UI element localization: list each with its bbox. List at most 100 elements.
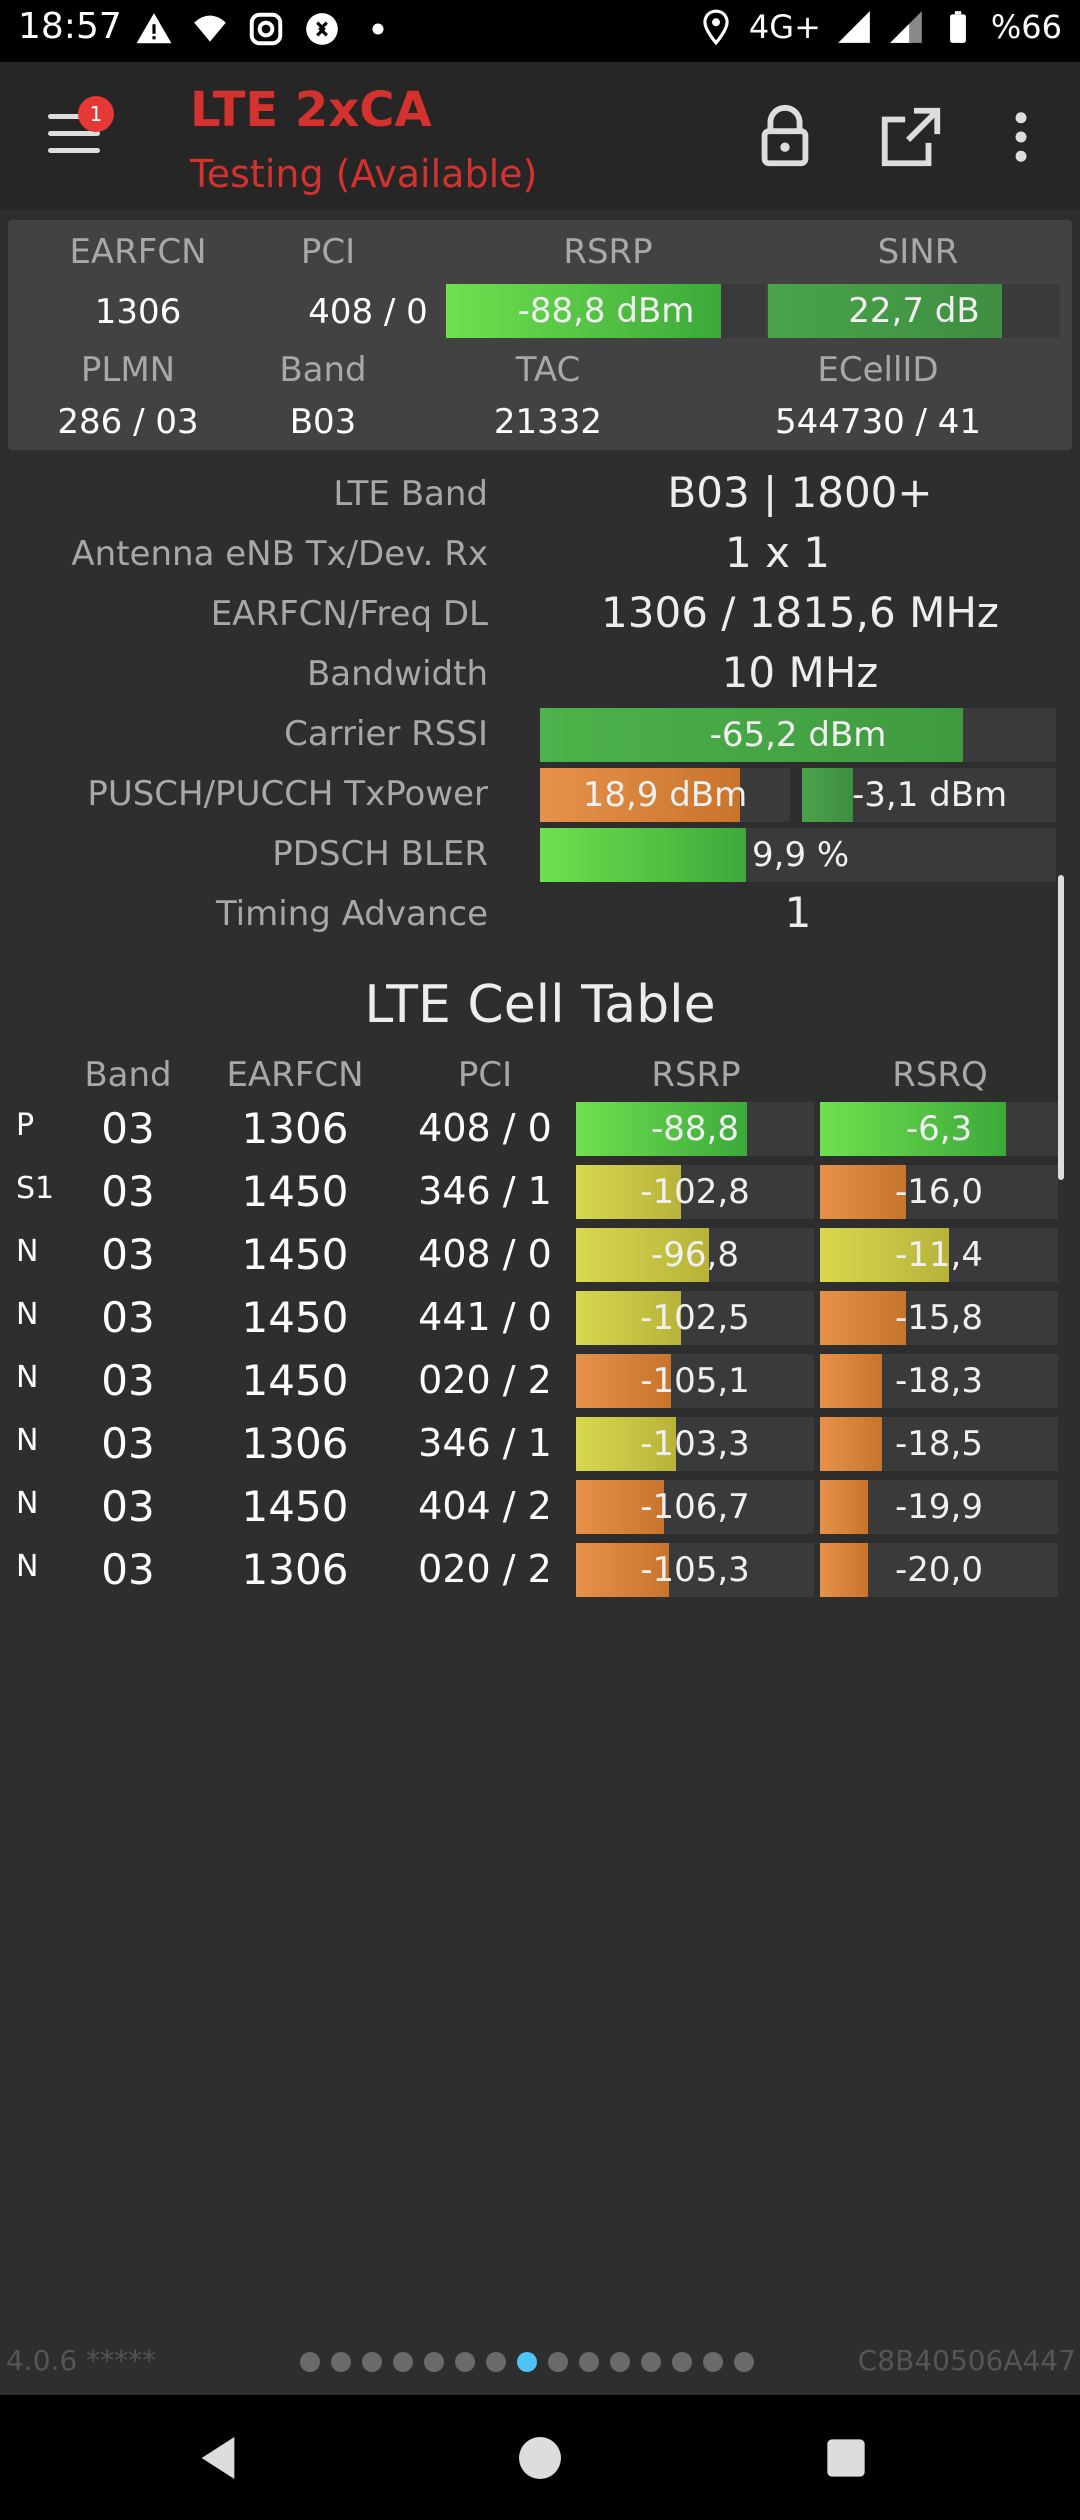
header-rsrp: RSRP — [651, 1055, 741, 1095]
page-dot[interactable] — [672, 2352, 692, 2372]
cell-earfcn: 1450 — [241, 1293, 349, 1342]
cell-rsrq-bar-fill — [820, 1354, 882, 1408]
cell-rsrq-bar: -6,3 — [820, 1102, 1058, 1156]
lte-band-value: B03 | 1800+ — [667, 468, 933, 517]
back-icon[interactable] — [190, 2430, 246, 2486]
cell-rsrq: -15,8 — [895, 1298, 983, 1338]
footer: 4.0.6 ***** C8B40506A447 — [0, 2340, 1080, 2390]
pusch-bar-fill — [540, 768, 740, 822]
header-band: Band — [84, 1055, 172, 1095]
cell-earfcn: 1450 — [241, 1167, 349, 1216]
cell-pci: 408 / 0 — [418, 1232, 552, 1276]
open-external-icon[interactable] — [876, 102, 946, 172]
pusch-value: 18,9 dBm — [582, 775, 748, 815]
table-row[interactable]: N 03 1450 441 / 0 -102,5 -15,8 — [0, 1289, 1080, 1347]
cell-rsrp-bar: -102,5 — [576, 1291, 814, 1345]
page-dot[interactable] — [331, 2352, 351, 2372]
page-dot[interactable] — [393, 2352, 413, 2372]
warning-icon — [136, 13, 172, 44]
shazam-icon — [306, 13, 338, 45]
page-dot[interactable] — [362, 2352, 382, 2372]
table-row[interactable]: N 03 1450 408 / 0 -96,8 -11,4 — [0, 1226, 1080, 1284]
bler-bar: 9,9 % — [540, 828, 1056, 882]
page-dot[interactable] — [703, 2352, 723, 2372]
cell-earfcn: 1306 — [241, 1104, 349, 1153]
cell-rsrq-bar-fill — [820, 1291, 906, 1345]
page-dot[interactable] — [610, 2352, 630, 2372]
rsrp-bar: -88,8 dBm — [446, 284, 766, 338]
page-dot[interactable] — [486, 2352, 506, 2372]
cell-earfcn: 1450 — [241, 1230, 349, 1279]
cell-rsrq: -20,0 — [895, 1550, 983, 1590]
page-dot[interactable] — [517, 2352, 537, 2372]
header-earfcn: EARFCN — [226, 1055, 364, 1095]
ecellid-value: 544730 / 41 — [774, 402, 982, 442]
table-row[interactable]: N 03 1450 020 / 2 -105,1 -18,3 — [0, 1352, 1080, 1410]
cell-rsrp-bar-fill — [576, 1165, 681, 1219]
cell-rsrp-bar: -88,8 — [576, 1102, 814, 1156]
band-value: B03 — [289, 402, 357, 442]
cell-rsrp-bar-fill — [576, 1291, 681, 1345]
cell-band: 03 — [101, 1356, 155, 1405]
cell-rsrq-bar: -15,8 — [820, 1291, 1058, 1345]
header-rsrq: RSRQ — [892, 1055, 988, 1095]
cell-rsrp-bar-fill — [576, 1480, 665, 1534]
pucch-bar: -3,1 dBm — [802, 768, 1056, 822]
earfcn-freq-value: 1306 / 1815,6 MHz — [601, 588, 999, 637]
table-row[interactable]: P 03 1306 408 / 0 -88,8 -6,3 — [0, 1100, 1080, 1158]
more-options-icon[interactable] — [988, 102, 1054, 172]
page-indicator[interactable] — [300, 2352, 754, 2372]
instagram-icon — [249, 12, 283, 46]
page-dot[interactable] — [579, 2352, 599, 2372]
scrollbar[interactable] — [1058, 875, 1064, 1180]
cell-earfcn: 1306 — [241, 1545, 349, 1594]
pci-label: PCI — [300, 232, 356, 272]
page-dot[interactable] — [455, 2352, 475, 2372]
location-icon — [703, 9, 729, 46]
cell-rsrp-bar-fill — [576, 1354, 672, 1408]
sinr-value: 22,7 dB — [848, 291, 980, 331]
lock-icon[interactable] — [750, 102, 820, 172]
sinr-label: SINR — [877, 232, 959, 272]
cell-band: 03 — [101, 1482, 155, 1531]
sinr-bar: 22,7 dB — [768, 284, 1060, 338]
cell-rsrp-bar: -105,1 — [576, 1354, 814, 1408]
cell-earfcn: 1450 — [241, 1482, 349, 1531]
page-dot[interactable] — [734, 2352, 754, 2372]
cell-type: N — [16, 1234, 39, 1269]
cell-rsrq: -18,5 — [895, 1424, 983, 1464]
menu-icon[interactable] — [48, 114, 100, 154]
bandwidth-value: 10 MHz — [721, 648, 879, 697]
home-icon[interactable] — [512, 2430, 568, 2486]
plmn-label: PLMN — [80, 350, 176, 390]
carrier-rssi-bar: -65,2 dBm — [540, 708, 1056, 762]
cell-band: 03 — [101, 1167, 155, 1216]
page-dot[interactable] — [424, 2352, 444, 2372]
page-dot[interactable] — [300, 2352, 320, 2372]
cell-band: 03 — [101, 1545, 155, 1594]
battery-icon — [949, 11, 966, 43]
cell-band: 03 — [101, 1293, 155, 1342]
cell-rsrp-bar: -105,3 — [576, 1543, 814, 1597]
cell-pci: 408 / 0 — [418, 1106, 552, 1150]
page-dot[interactable] — [548, 2352, 568, 2372]
table-row[interactable]: N 03 1306 346 / 1 -103,3 -18,5 — [0, 1415, 1080, 1473]
cell-rsrq-bar-fill — [820, 1417, 882, 1471]
antenna-label: Antenna eNB Tx/Dev. Rx — [71, 534, 488, 574]
cell-rsrq-bar: -18,5 — [820, 1417, 1058, 1471]
cell-rsrq-bar-fill — [820, 1543, 868, 1597]
cell-rsrp: -103,3 — [640, 1424, 750, 1464]
table-row[interactable]: S1 03 1450 346 / 1 -102,8 -16,0 — [0, 1163, 1080, 1221]
cell-rsrq-bar: -16,0 — [820, 1165, 1058, 1219]
table-row[interactable]: N 03 1450 404 / 2 -106,7 -19,9 — [0, 1478, 1080, 1536]
recents-icon[interactable] — [818, 2430, 874, 2486]
menu-badge: 1 — [78, 96, 114, 132]
earfcn-label: EARFCN — [69, 232, 207, 272]
bandwidth-label: Bandwidth — [306, 654, 488, 694]
cell-rsrp: -105,3 — [640, 1550, 750, 1590]
page-dot[interactable] — [641, 2352, 661, 2372]
tac-value: 21332 — [493, 402, 603, 442]
cell-rsrp: -102,8 — [640, 1172, 750, 1212]
table-row[interactable]: N 03 1306 020 / 2 -105,3 -20,0 — [0, 1541, 1080, 1599]
cell-rsrp-bar-fill — [576, 1228, 710, 1282]
